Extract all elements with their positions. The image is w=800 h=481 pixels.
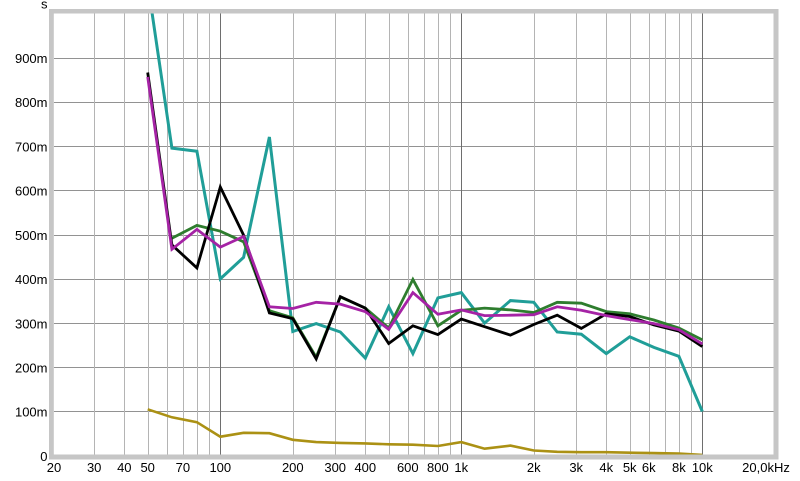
svg-text:s: s [41,0,48,12]
svg-text:50: 50 [140,460,154,475]
svg-text:200m: 200m [15,361,48,376]
svg-text:300: 300 [324,460,346,475]
svg-text:100: 100 [209,460,231,475]
svg-text:40: 40 [117,460,131,475]
svg-text:600m: 600m [15,184,48,199]
svg-text:900m: 900m [15,51,48,66]
svg-text:2k: 2k [527,460,541,475]
svg-text:6k: 6k [642,460,656,475]
svg-text:0: 0 [40,449,47,464]
svg-text:10k: 10k [692,460,713,475]
svg-text:300m: 300m [15,316,48,331]
svg-text:200: 200 [282,460,304,475]
svg-text:800: 800 [427,460,449,475]
svg-text:4k: 4k [599,460,613,475]
svg-text:700m: 700m [15,139,48,154]
svg-text:800m: 800m [15,95,48,110]
svg-text:3k: 3k [569,460,583,475]
svg-text:20,0kHz: 20,0kHz [742,460,790,475]
svg-text:1k: 1k [454,460,468,475]
svg-text:5k: 5k [623,460,637,475]
svg-text:30: 30 [87,460,101,475]
svg-text:400: 400 [354,460,376,475]
svg-text:8k: 8k [672,460,686,475]
svg-text:100m: 100m [15,405,48,420]
svg-text:70: 70 [176,460,190,475]
svg-text:400m: 400m [15,272,48,287]
svg-text:600: 600 [397,460,419,475]
svg-text:20: 20 [47,460,61,475]
svg-text:500m: 500m [15,228,48,243]
